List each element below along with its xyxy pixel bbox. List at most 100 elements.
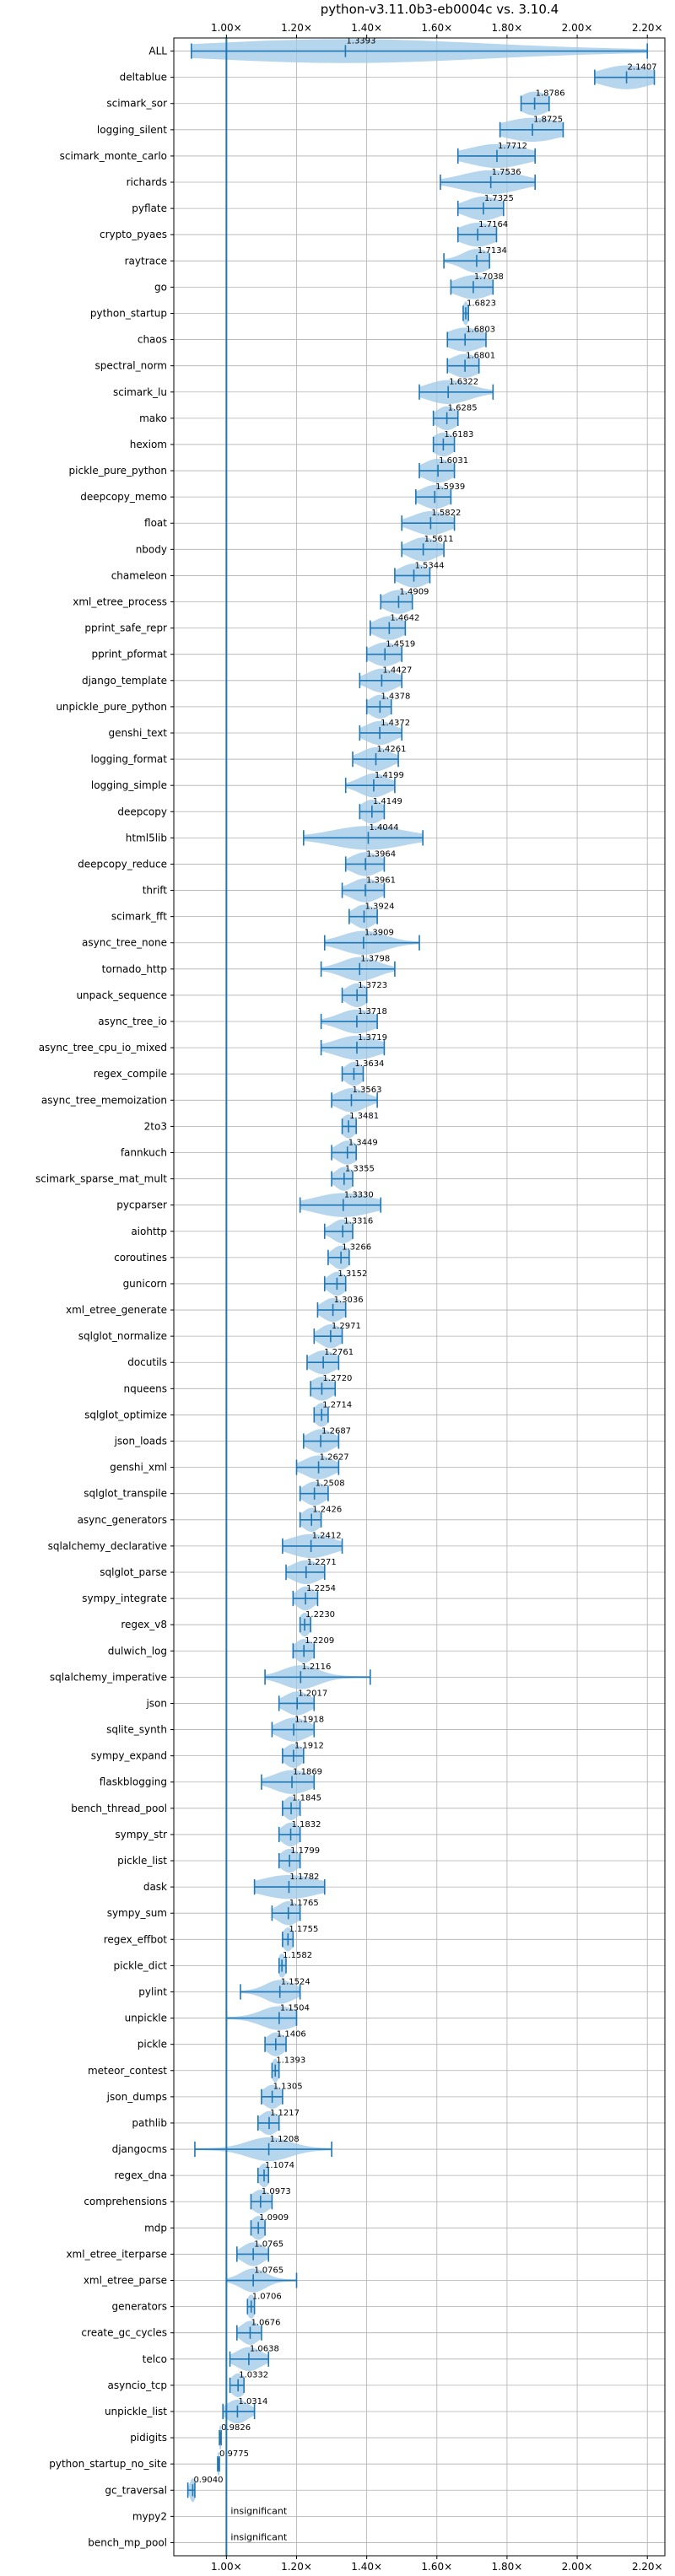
benchmark-label: sympy_expand: [91, 1750, 167, 1762]
benchmark-label: regex_effbot: [104, 1933, 168, 1945]
benchmark-label: unpickle: [125, 2013, 167, 2024]
median-value-label: 1.3634: [354, 1059, 384, 1069]
median-value-label: 1.6031: [439, 456, 468, 466]
benchmark-label: unpickle_pure_python: [56, 701, 167, 713]
x-tick-label-bottom: 2.20×: [632, 2561, 663, 2573]
median-value-label: 1.2412: [312, 1532, 342, 1541]
insignificant-label: insignificant: [230, 2531, 288, 2542]
median-value-label: 1.2714: [322, 1400, 352, 1409]
benchmark-label: pprint_safe_repr: [84, 622, 167, 634]
median-value-label: 1.1305: [273, 2083, 303, 2092]
x-tick-label-bottom: 1.40×: [351, 2561, 382, 2573]
benchmark-label: djangocms: [112, 2143, 167, 2155]
benchmark-label: create_gc_cycles: [81, 2327, 167, 2339]
median-value-label: 1.3330: [344, 1191, 374, 1200]
median-value-label: 1.4044: [369, 823, 398, 833]
median-value-label: 1.3355: [345, 1164, 375, 1173]
median-value-label: 1.2254: [306, 1584, 336, 1593]
median-value-label: 1.1217: [270, 2109, 300, 2118]
benchmark-label: nbody: [136, 543, 167, 555]
insignificant-label: insignificant: [230, 2505, 288, 2516]
median-value-label: 1.5611: [424, 535, 454, 544]
benchmark-label: python_startup_no_site: [49, 2458, 167, 2470]
benchmark-label: unpickle_list: [105, 2406, 167, 2417]
median-value-label: 1.0909: [259, 2213, 289, 2223]
benchmark-label: pickle_list: [117, 1855, 167, 1867]
benchmark-label: xml_etree_parse: [84, 2275, 167, 2287]
benchmark-label: asyncio_tcp: [107, 2379, 167, 2391]
benchmark-label: xml_etree_generate: [66, 1304, 167, 1316]
median-value-label: 2.1407: [628, 62, 657, 72]
benchmark-label: regex_compile: [94, 1068, 167, 1080]
benchmark-label: regex_v8: [121, 1619, 167, 1630]
median-value-label: 1.1765: [289, 1899, 319, 1908]
benchmark-label: dask: [143, 1881, 167, 1893]
median-value-label: 1.1504: [280, 2003, 310, 2013]
benchmark-label: sympy_integrate: [82, 1592, 167, 1604]
median-value-label: 1.3909: [364, 929, 394, 938]
benchmark-label: xml_etree_iterparse: [66, 2248, 167, 2260]
benchmark-label: scimark_fft: [111, 911, 167, 923]
row-labels: ALL deltablue scimark_sor logging_silentsci…: [35, 46, 167, 2549]
median-value-label: 1.2508: [316, 1479, 345, 1489]
benchmark-label: chameleon: [111, 569, 167, 581]
median-value-label: 1.2627: [320, 1452, 349, 1462]
benchmark-label: sqlglot_normalize: [78, 1330, 167, 1342]
benchmark-label: json_dumps: [106, 2091, 167, 2103]
benchmark-label: sqlglot_optimize: [84, 1409, 167, 1420]
median-value-label: 0.9040: [193, 2476, 223, 2485]
benchmark-label: docutils: [127, 1356, 167, 1368]
median-value-label: 1.6803: [466, 325, 495, 334]
median-value-label: 1.1832: [292, 1820, 321, 1830]
plot-frame: [173, 37, 666, 2557]
median-value-label: 1.2761: [324, 1348, 354, 1357]
median-value-label: 1.2017: [298, 1689, 327, 1698]
median-value-label: 1.5822: [431, 509, 461, 518]
median-value-label: 1.4427: [382, 666, 412, 676]
benchmark-label: deepcopy: [117, 806, 167, 817]
benchmark-label: mako: [139, 412, 167, 424]
benchmark-label: sqlglot_parse: [100, 1566, 167, 1578]
median-value-label: 1.3961: [366, 876, 396, 885]
median-value-label: 1.4519: [386, 640, 415, 649]
median-value-label: 1.6801: [466, 352, 495, 361]
benchmark-label: scimark_sparse_mat_mult: [35, 1173, 167, 1185]
median-value-label: 1.8786: [536, 89, 565, 99]
median-value-label: 1.7536: [492, 168, 521, 177]
median-value-label: 1.2116: [301, 1663, 331, 1672]
benchmark-label: json: [145, 1697, 167, 1709]
x-tick-label-bottom: 1.80×: [492, 2561, 523, 2573]
benchmark-label: hexiom: [130, 439, 167, 450]
x-tick-label-top: 1.60×: [421, 22, 452, 34]
median-value-label: 1.2687: [321, 1426, 351, 1436]
benchmark-label: bench_mp_pool: [88, 2536, 167, 2548]
benchmark-label: raytrace: [125, 255, 167, 267]
benchmark-label: nqueens: [124, 1382, 167, 1394]
benchmark-label: scimark_lu: [113, 386, 167, 398]
median-value-label: 1.7134: [478, 246, 507, 256]
benchmark-label: dulwich_log: [108, 1645, 167, 1657]
benchmark-label: float: [144, 517, 167, 529]
median-value-label: 1.1782: [289, 1873, 319, 1882]
benchmark-label: mdp: [144, 2222, 167, 2234]
median-value-label: 1.0332: [239, 2371, 268, 2380]
benchmark-label: sqlite_synth: [106, 1724, 167, 1736]
median-value-label: 1.2971: [332, 1322, 361, 1331]
median-value-label: 1.0706: [252, 2292, 282, 2301]
median-value-label: 1.4642: [390, 613, 419, 622]
median-value-label: 1.2720: [322, 1374, 352, 1383]
median-value-label: 1.7712: [498, 142, 527, 151]
median-value-label: 1.0314: [238, 2397, 267, 2406]
benchmark-label: deltablue: [120, 72, 167, 84]
benchmark-label: async_tree_memoization: [41, 1094, 167, 1106]
x-tick-label-bottom: 1.20×: [281, 2561, 312, 2573]
benchmark-label: fannkuch: [121, 1146, 167, 1158]
benchmark-label: sqlalchemy_imperative: [50, 1671, 167, 1683]
benchmark-label: go: [154, 281, 167, 293]
median-value-label: 1.3316: [343, 1217, 373, 1226]
benchmark-label: comprehensions: [84, 2196, 167, 2207]
benchmark-label: pickle_pure_python: [69, 465, 167, 477]
benchmark-label: pathlib: [132, 2117, 167, 2129]
median-value-label: 1.1912: [294, 1741, 324, 1750]
